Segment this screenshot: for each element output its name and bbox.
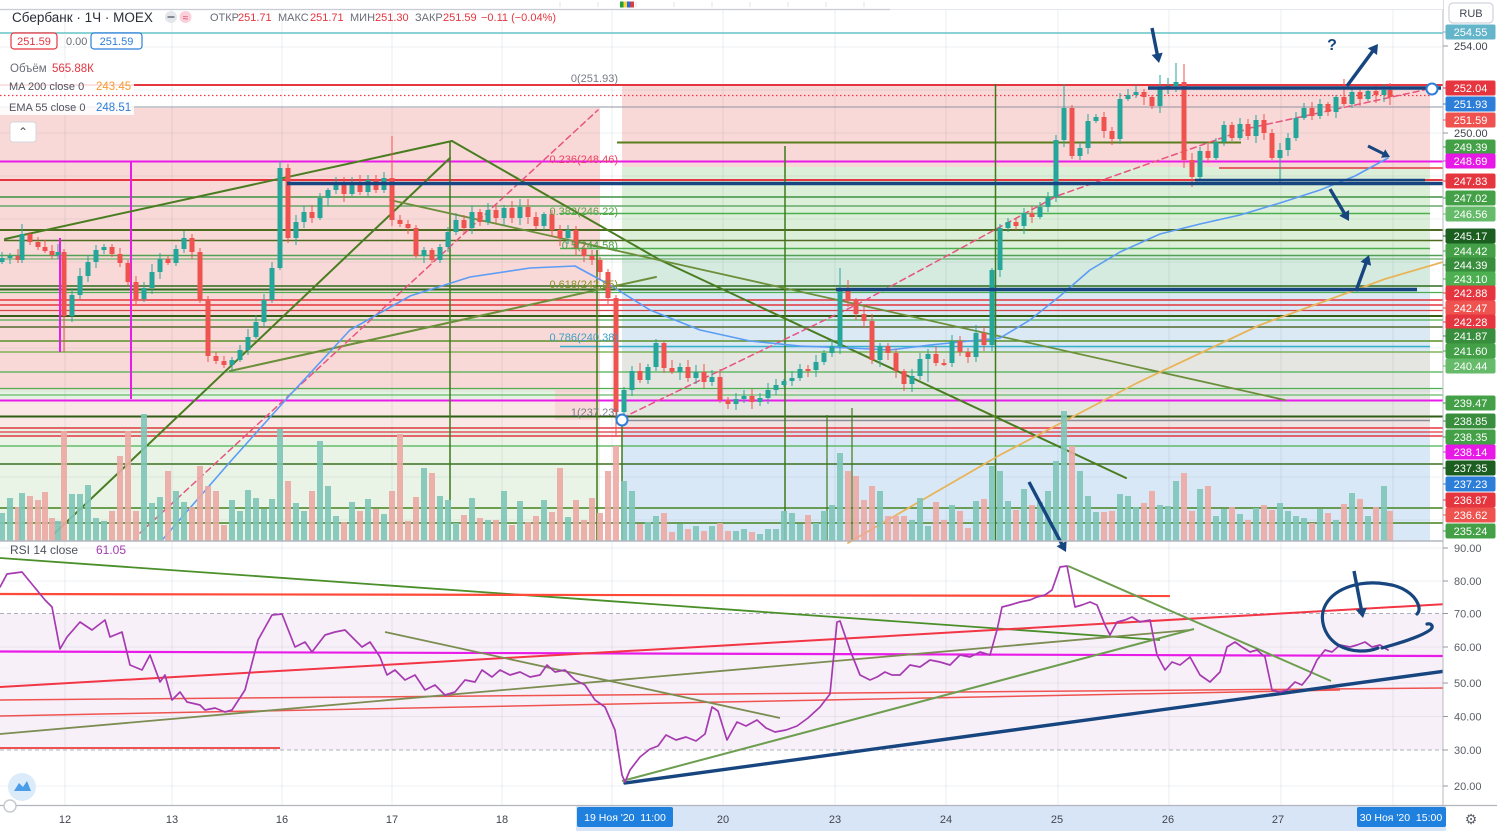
svg-text:249.39: 249.39 (1454, 142, 1488, 154)
svg-text:244.39: 244.39 (1454, 260, 1488, 272)
svg-text:239.47: 239.47 (1454, 398, 1488, 410)
svg-text:19 Ноя '20 11:00: 19 Ноя '20 11:00 (584, 812, 666, 824)
svg-text:251.59: 251.59 (443, 12, 477, 24)
svg-text:251.59: 251.59 (17, 36, 51, 48)
svg-text:50.00: 50.00 (1454, 678, 1482, 690)
svg-text:Объём: Объём (10, 63, 47, 75)
svg-text:247.83: 247.83 (1454, 176, 1488, 188)
svg-text:20: 20 (717, 814, 729, 826)
svg-text:≈: ≈ (183, 13, 189, 24)
svg-text:0.382(246.22): 0.382(246.22) (550, 206, 619, 218)
svg-text:13: 13 (166, 814, 178, 826)
svg-text:246.56: 246.56 (1454, 209, 1488, 221)
svg-text:70.00: 70.00 (1454, 609, 1482, 621)
svg-text:248.69: 248.69 (1454, 156, 1488, 168)
svg-text:0.00: 0.00 (66, 36, 87, 48)
svg-text:242.88: 242.88 (1454, 288, 1488, 300)
svg-text:EMA 55 close 0: EMA 55 close 0 (9, 102, 85, 114)
svg-text:23: 23 (829, 814, 841, 826)
svg-text:24: 24 (940, 814, 952, 826)
svg-text:30.00: 30.00 (1454, 745, 1482, 757)
svg-text:26: 26 (1162, 814, 1174, 826)
svg-text:0(251.93): 0(251.93) (571, 73, 618, 85)
svg-text:242.47: 242.47 (1454, 303, 1488, 315)
svg-text:90.00: 90.00 (1454, 543, 1482, 555)
svg-text:251.71: 251.71 (238, 12, 272, 24)
svg-text:61.05: 61.05 (96, 543, 126, 557)
svg-text:⌃: ⌃ (18, 125, 28, 139)
svg-text:252.04: 252.04 (1454, 83, 1488, 95)
svg-text:16: 16 (276, 814, 288, 826)
svg-text:243.45: 243.45 (96, 81, 131, 93)
svg-text:RSI 14 close: RSI 14 close (10, 543, 78, 557)
svg-text:251.30: 251.30 (375, 12, 409, 24)
svg-text:МИН: МИН (350, 12, 375, 24)
svg-text:565.88К: 565.88К (52, 63, 94, 75)
svg-text:242.28: 242.28 (1454, 317, 1488, 329)
svg-text:60.00: 60.00 (1454, 642, 1482, 654)
svg-text:236.87: 236.87 (1454, 495, 1488, 507)
svg-text:245.17: 245.17 (1454, 231, 1488, 243)
svg-text:MA 200 close 0: MA 200 close 0 (9, 81, 84, 93)
svg-text:241.87: 241.87 (1454, 331, 1488, 343)
svg-text:1(237.23): 1(237.23) (571, 407, 618, 419)
svg-text:80.00: 80.00 (1454, 576, 1482, 588)
svg-text:235.24: 235.24 (1454, 526, 1488, 538)
svg-text:25: 25 (1051, 814, 1063, 826)
svg-text:0.618(242.85): 0.618(242.85) (550, 279, 619, 291)
svg-text:0.786(240.38): 0.786(240.38) (550, 332, 619, 344)
svg-text:238.35: 238.35 (1454, 432, 1488, 444)
svg-text:240.44: 240.44 (1454, 361, 1488, 373)
svg-text:248.51: 248.51 (96, 102, 131, 114)
svg-text:238.14: 238.14 (1454, 447, 1488, 459)
svg-text:⚙: ⚙ (1465, 811, 1478, 827)
svg-text:254.55: 254.55 (1454, 27, 1488, 39)
svg-text:251.59: 251.59 (100, 36, 134, 48)
svg-text:40.00: 40.00 (1454, 712, 1482, 724)
svg-text:Сбербанк · 1Ч · MOEX: Сбербанк · 1Ч · MOEX (12, 10, 153, 25)
svg-text:244.42: 244.42 (1454, 246, 1488, 258)
svg-text:30 Ноя '20 15:00: 30 Ноя '20 15:00 (1360, 812, 1443, 824)
svg-text:20.00: 20.00 (1454, 781, 1482, 793)
svg-text:0.5(244.58): 0.5(244.58) (562, 240, 618, 252)
svg-text:27: 27 (1272, 814, 1284, 826)
svg-text:250.00: 250.00 (1454, 128, 1488, 140)
svg-text:254.00: 254.00 (1454, 41, 1488, 53)
svg-text:12: 12 (59, 814, 71, 826)
svg-text:ОТКР: ОТКР (210, 12, 239, 24)
svg-text:−0.11 (−0.04%): −0.11 (−0.04%) (481, 12, 556, 24)
svg-text:236.62: 236.62 (1454, 510, 1488, 522)
svg-text:0.236(248.46): 0.236(248.46) (550, 154, 619, 166)
svg-text:RUB: RUB (1459, 8, 1482, 20)
svg-text:18: 18 (496, 814, 508, 826)
svg-text:243.10: 243.10 (1454, 274, 1488, 286)
svg-text:241.60: 241.60 (1454, 346, 1488, 358)
svg-text:237.23: 237.23 (1454, 479, 1488, 491)
svg-text:17: 17 (386, 814, 398, 826)
svg-text:238.85: 238.85 (1454, 416, 1488, 428)
svg-text:251.71: 251.71 (310, 12, 344, 24)
svg-text:237.35: 237.35 (1454, 463, 1488, 475)
svg-text:247.02: 247.02 (1454, 193, 1488, 205)
svg-text:251.93: 251.93 (1454, 99, 1488, 111)
svg-text:?: ? (1327, 37, 1337, 54)
svg-text:ЗАКР: ЗАКР (415, 12, 443, 24)
svg-text:251.59: 251.59 (1454, 115, 1488, 127)
svg-text:МАКС: МАКС (278, 12, 309, 24)
